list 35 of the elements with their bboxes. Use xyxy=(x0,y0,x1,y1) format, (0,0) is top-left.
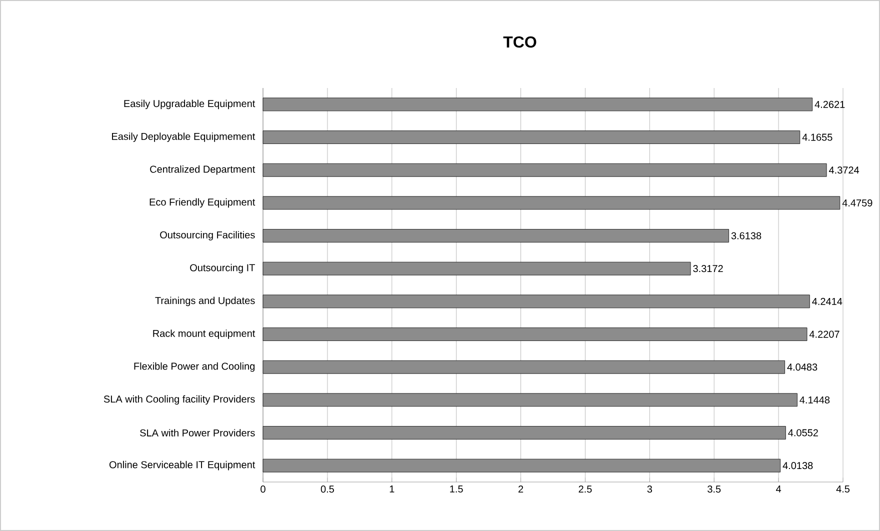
y-tick-label: SLA with Power Providers xyxy=(140,429,255,436)
data-label: 4.1448 xyxy=(800,396,830,404)
x-tick-label: 0 xyxy=(260,486,266,493)
y-tick-label: Trainings and Updates xyxy=(155,296,255,306)
data-label: 4.1655 xyxy=(802,134,832,141)
x-tick-label: 1 xyxy=(390,486,394,492)
y-tick-label: SLA with Cooling facility Providers xyxy=(104,395,255,405)
chart-title: TCO xyxy=(503,36,536,48)
data-label: 4.0483 xyxy=(787,364,818,371)
y-tick-label: Centralized Department xyxy=(150,165,256,175)
data-label: 4.3724 xyxy=(828,166,860,174)
data-label: 3.3172 xyxy=(693,265,723,272)
y-tick-label: Outsourcing Facilities xyxy=(160,231,255,240)
x-tick-label: 0.5 xyxy=(320,486,334,493)
x-tick-label: 3.5 xyxy=(708,486,721,493)
x-tick-label: 3 xyxy=(647,486,652,493)
y-tick-label: Online Serviceable IT Equipment xyxy=(109,460,256,470)
data-label: 4.4759 xyxy=(842,199,872,206)
y-tick-label: Rack mount equipment xyxy=(153,330,256,339)
y-tick-label: Eco Friendly Equipment xyxy=(150,198,256,208)
y-tick-label: Outsourcing IT xyxy=(190,264,255,274)
data-label: 4.2207 xyxy=(809,330,840,338)
data-label: 3.6138 xyxy=(731,232,762,240)
x-tick-label: 2.5 xyxy=(578,486,592,493)
y-tick-label: Easily Deployable Equipmement xyxy=(112,132,256,142)
x-tick-label: 4.5 xyxy=(836,486,850,493)
y-tick-label: Easily Upgradable Equipment xyxy=(124,100,256,110)
data-label: 4.0138 xyxy=(782,462,813,470)
x-tick-label: 2 xyxy=(518,486,524,493)
data-label: 4.2414 xyxy=(812,298,842,305)
data-label: 4.0552 xyxy=(788,429,818,436)
y-tick-label: Flexible Power and Cooling xyxy=(134,362,255,372)
x-tick-label: 4 xyxy=(776,486,782,492)
data-label: 4.2621 xyxy=(814,100,845,108)
x-tick-label: 1.5 xyxy=(450,486,463,493)
